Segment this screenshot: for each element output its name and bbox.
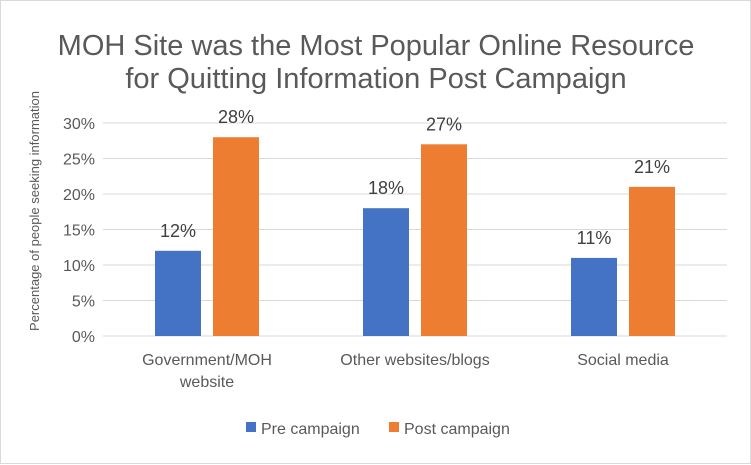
bar-post-campaign-0 [213,137,259,336]
y-tick-label-10: 10% [63,258,95,275]
y-tick-label-20: 20% [63,187,95,204]
chart-title-line-2: for Quitting Information Post Campaign [125,63,626,95]
chart-title-line-1: MOH Site was the Most Popular Online Res… [58,30,695,62]
legend-swatch-post-campaign [389,422,399,432]
data-label-pre-campaign-1: 18% [368,178,404,198]
y-tick-label-25: 25% [63,152,95,169]
category-label-0-line-0: Government/MOH [142,352,272,369]
data-label-post-campaign-1: 27% [426,114,462,134]
y-tick-label-0: 0% [72,329,95,346]
y-tick-label-30: 30% [63,116,95,133]
category-label-2-line-0: Social media [577,352,669,369]
y-axis-title: Percentage of people seeking information [27,91,42,331]
bar-post-campaign-2 [629,186,675,336]
bars [155,137,675,336]
data-label-post-campaign-0: 28% [218,107,254,127]
category-label-1-line-0: Other websites/blogs [340,352,489,369]
bar-pre-campaign-1 [363,208,409,336]
legend-label-pre-campaign: Pre campaign [261,421,360,438]
y-tick-label-15: 15% [63,223,95,240]
data-labels: 12% 28% 18% 27% 11% 21% [160,107,670,248]
data-label-pre-campaign-2: 11% [577,228,612,248]
y-tick-label-5: 5% [72,294,95,311]
data-label-pre-campaign-0: 12% [160,221,196,241]
legend-swatch-pre-campaign [246,422,256,432]
y-axis-ticks: 0% 5% 10% 15% 20% 25% 30% [63,116,95,346]
data-label-post-campaign-2: 21% [634,157,670,177]
bar-pre-campaign-2 [571,257,617,336]
bar-pre-campaign-0 [155,250,201,336]
category-label-0-line-1: website [179,374,234,391]
category-labels: Government/MOH website Other websites/blog… [142,352,669,391]
bar-post-campaign-1 [421,144,467,336]
gridlines [103,122,727,337]
legend: Pre campaign Post campaign [246,421,510,438]
legend-label-post-campaign: Post campaign [404,421,510,438]
